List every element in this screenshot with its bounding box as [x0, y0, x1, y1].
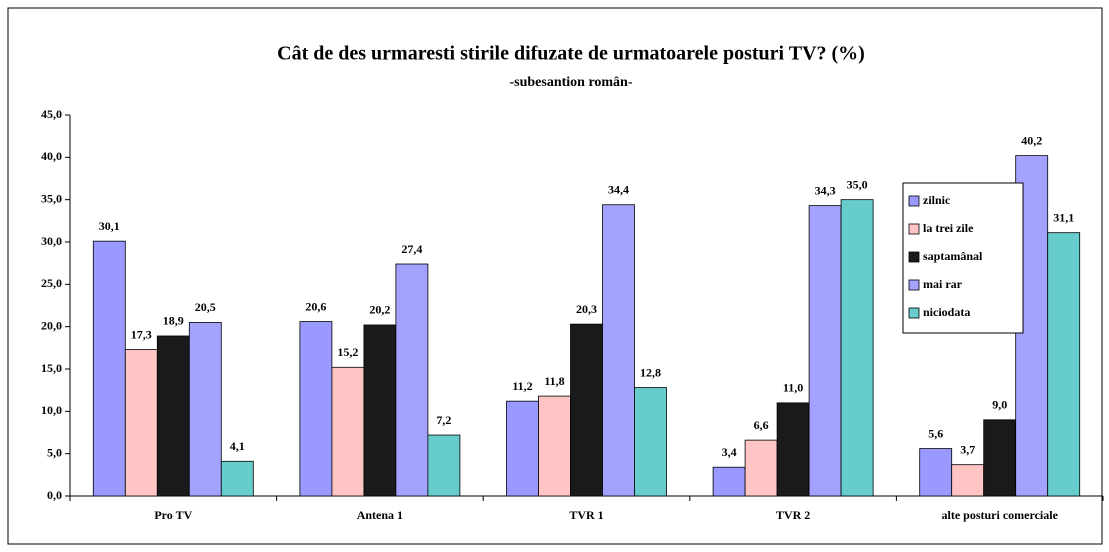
- x-tick-label: alte posturi comerciale: [941, 508, 1058, 522]
- value-label: 20,3: [576, 302, 597, 316]
- y-tick-label: 40,0: [41, 149, 62, 163]
- value-label: 5,6: [928, 426, 943, 440]
- value-label: 9,0: [992, 398, 1007, 412]
- legend-label: zilnic: [923, 193, 951, 207]
- y-tick-label: 5,0: [47, 445, 62, 459]
- bar: [506, 400, 539, 497]
- value-label: 6,6: [754, 418, 769, 432]
- value-label: 18,9: [163, 314, 184, 328]
- value-label: 17,3: [131, 327, 152, 341]
- x-tick-label: Antena 1: [357, 508, 403, 522]
- value-label: 7,2: [436, 413, 451, 427]
- value-label: 27,4: [401, 242, 422, 256]
- chart-subtitle: -subesantion român-: [509, 75, 632, 90]
- value-label: 20,6: [305, 299, 326, 313]
- bar: [1047, 232, 1081, 497]
- bar: [570, 323, 603, 497]
- y-tick-label: 0,0: [47, 488, 62, 502]
- y-tick-label: 30,0: [41, 234, 62, 248]
- chart-title: Cât de des urmaresti stirile difuzate de…: [277, 43, 865, 65]
- value-label: 3,4: [722, 445, 737, 459]
- y-tick-label: 35,0: [41, 191, 62, 205]
- bar: [951, 464, 985, 497]
- value-label: 4,1: [230, 439, 245, 453]
- bar: [744, 439, 778, 497]
- bar: [983, 419, 1017, 497]
- bar: [395, 263, 429, 497]
- value-label: 3,7: [960, 442, 975, 456]
- legend-label: la trei zile: [923, 221, 974, 235]
- value-label: 20,2: [369, 303, 390, 317]
- bar: [808, 205, 842, 497]
- y-tick-label: 10,0: [41, 403, 62, 417]
- y-tick-label: 20,0: [41, 318, 62, 332]
- x-tick-label: TVR 1: [569, 508, 603, 522]
- value-label: 20,5: [195, 300, 216, 314]
- legend-swatch: [908, 223, 920, 235]
- bar: [363, 324, 397, 497]
- legend-swatch: [908, 279, 920, 291]
- bar: [92, 240, 126, 497]
- value-label: 34,3: [815, 183, 836, 197]
- y-tick-label: 25,0: [41, 276, 62, 290]
- value-label: 11,2: [512, 379, 532, 393]
- bar: [220, 460, 254, 497]
- bar: [538, 395, 571, 497]
- bar: [124, 349, 158, 497]
- value-label: 11,8: [544, 374, 564, 388]
- legend-swatch: [908, 195, 920, 207]
- legend-box: [902, 182, 1024, 334]
- value-label: 40,2: [1021, 133, 1042, 147]
- x-tick-label: Pro TV: [154, 508, 192, 522]
- legend-swatch: [908, 251, 920, 263]
- bar: [602, 204, 635, 497]
- bar: [331, 366, 365, 497]
- value-label: 30,1: [99, 219, 120, 233]
- value-label: 15,2: [337, 345, 358, 359]
- bar: [840, 199, 874, 497]
- value-label: 34,4: [608, 182, 629, 196]
- bar: [299, 321, 333, 497]
- bar: [634, 387, 667, 497]
- value-label: 31,1: [1053, 210, 1074, 224]
- legend-label: saptamânal: [923, 249, 983, 263]
- bar: [188, 322, 222, 497]
- bar: [156, 335, 190, 497]
- legend-swatch: [908, 307, 920, 319]
- bar: [427, 434, 461, 497]
- y-tick-label: 15,0: [41, 361, 62, 375]
- bar: [919, 448, 953, 497]
- value-label: 11,0: [783, 381, 803, 395]
- legend-label: mai rar: [923, 277, 963, 291]
- value-label: 35,0: [847, 177, 868, 191]
- legend-label: niciodata: [923, 305, 970, 319]
- y-tick-label: 45,0: [41, 107, 62, 121]
- bar: [712, 466, 746, 497]
- bar: [776, 402, 810, 497]
- value-label: 12,8: [640, 365, 661, 379]
- x-tick-label: TVR 2: [776, 508, 810, 522]
